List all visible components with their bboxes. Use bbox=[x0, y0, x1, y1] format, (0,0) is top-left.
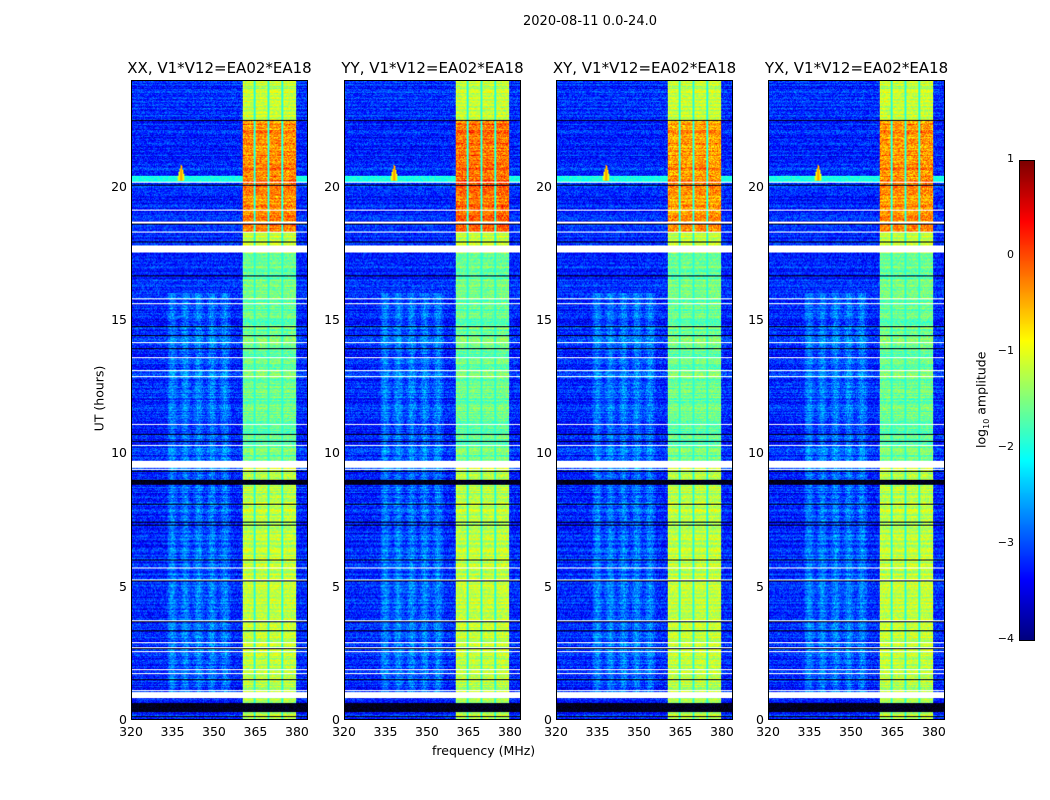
y-tick-label: 20 bbox=[536, 178, 552, 194]
x-tick-label: 350 bbox=[839, 724, 863, 739]
x-axis-label: frequency (MHz) bbox=[432, 743, 536, 758]
y-tick-label: 15 bbox=[111, 312, 127, 327]
heatmap-cells bbox=[557, 81, 732, 719]
panel-title: XX, V1*V12=EA02*EA18 bbox=[127, 59, 312, 77]
heatmap-cells bbox=[345, 81, 520, 719]
x-tick-label: 335 bbox=[585, 724, 610, 739]
y-tick-label: 5 bbox=[119, 578, 127, 594]
y-axis-label: UT (hours) bbox=[91, 365, 107, 432]
y-tick-label: 10 bbox=[111, 445, 127, 461]
y-tick-label: 20 bbox=[324, 178, 340, 194]
x-tick-label: 320 bbox=[756, 724, 780, 739]
x-tick-label: 350 bbox=[627, 724, 651, 739]
y-tick-label: 15 bbox=[748, 312, 764, 327]
colorbar-tick-label: −4 bbox=[997, 632, 1014, 645]
y-tick-label: 20 bbox=[111, 178, 127, 194]
colorbar-label: log10 amplitude bbox=[973, 340, 991, 460]
y-tick-label: 0 bbox=[756, 712, 764, 727]
y-tick-label: 5 bbox=[756, 578, 764, 594]
heatmap-cells bbox=[132, 81, 307, 719]
x-tick-label: 380 bbox=[922, 724, 946, 739]
x-tick-label: 335 bbox=[797, 724, 822, 739]
y-tick-label: 10 bbox=[536, 445, 552, 461]
x-tick-label: 380 bbox=[285, 724, 309, 739]
colorbar-tick-label: −2 bbox=[997, 440, 1014, 453]
colorbar-label-log: log bbox=[973, 428, 989, 448]
colorbar-label-sub: 10 bbox=[981, 418, 991, 429]
heatmap-cells bbox=[769, 81, 944, 719]
colorbar-tick-label: −3 bbox=[997, 536, 1014, 549]
colorbar-tick-label: 1 bbox=[1007, 152, 1014, 165]
x-tick-label: 365 bbox=[456, 724, 481, 739]
x-tick-label: 365 bbox=[880, 724, 905, 739]
x-tick-label: 380 bbox=[710, 724, 734, 739]
x-tick-label: 365 bbox=[668, 724, 693, 739]
y-tick-label: 15 bbox=[324, 312, 340, 327]
x-tick-label: 335 bbox=[373, 724, 398, 739]
x-tick-label: 380 bbox=[498, 724, 522, 739]
y-tick-label: 20 bbox=[748, 178, 764, 194]
x-tick-label: 335 bbox=[160, 724, 185, 739]
heatmap-panel bbox=[556, 80, 733, 720]
y-tick-label: 5 bbox=[544, 578, 552, 594]
x-tick-label: 365 bbox=[243, 724, 268, 739]
panel-title: YX, V1*V12=EA02*EA18 bbox=[764, 59, 949, 77]
x-tick-label: 350 bbox=[202, 724, 226, 739]
panel-title: XY, V1*V12=EA02*EA18 bbox=[552, 59, 737, 77]
y-tick-label: 0 bbox=[332, 712, 340, 727]
y-tick-label: 0 bbox=[544, 712, 552, 727]
x-tick-label: 320 bbox=[332, 724, 356, 739]
figure-title: 2020-08-11 0.0-24.0 bbox=[523, 14, 657, 29]
x-tick-label: 320 bbox=[544, 724, 568, 739]
y-tick-label: 5 bbox=[332, 578, 340, 594]
y-tick-label: 0 bbox=[119, 712, 127, 727]
panel-title: YY, V1*V12=EA02*EA18 bbox=[341, 59, 524, 77]
colorbar-tick-label: 0 bbox=[1007, 248, 1014, 261]
x-tick-label: 350 bbox=[415, 724, 439, 739]
y-tick-label: 10 bbox=[748, 445, 764, 461]
colorbar-label-rest: amplitude bbox=[973, 351, 989, 419]
y-tick-label: 10 bbox=[324, 445, 340, 461]
y-tick-label: 15 bbox=[536, 312, 552, 327]
colorbar bbox=[1019, 160, 1035, 641]
x-tick-label: 320 bbox=[119, 724, 143, 739]
heatmap-panel bbox=[344, 80, 521, 720]
heatmap-panel bbox=[768, 80, 945, 720]
colorbar-tick-label: −1 bbox=[997, 344, 1014, 357]
heatmap-panel bbox=[131, 80, 308, 720]
